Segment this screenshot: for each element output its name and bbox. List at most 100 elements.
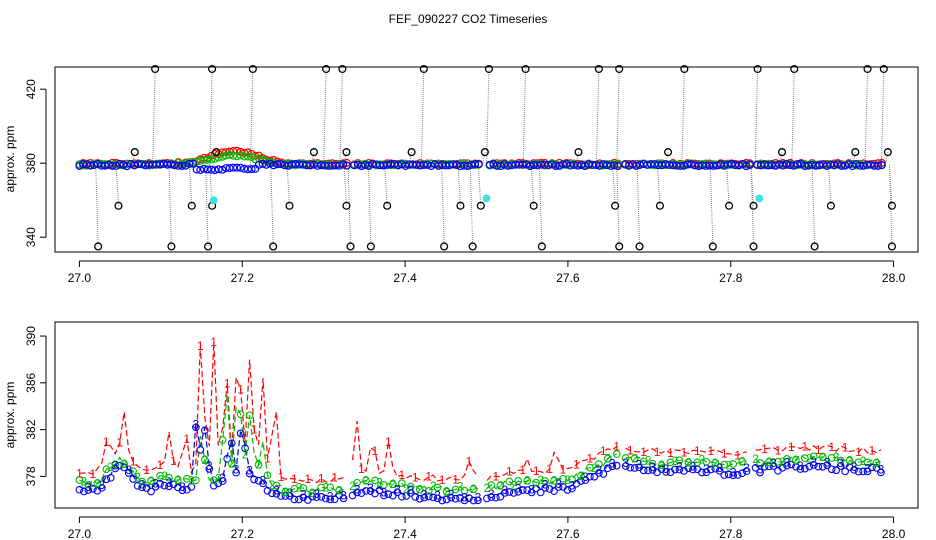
bottom-point (608, 462, 617, 471)
top-series-3-point (108, 161, 117, 170)
top-series-3-point (866, 160, 875, 169)
bottom-series-1-label: 1 (613, 439, 620, 453)
bottom-series-3-label: 3 (636, 457, 643, 471)
bottom-series-2-label: 2 (242, 448, 249, 462)
top-spike-connector (595, 68, 600, 166)
bottom-series-3-line (79, 424, 882, 499)
bottom-x-tick-label: 28.0 (882, 527, 906, 540)
bottom-point (832, 466, 841, 475)
bottom-point (406, 482, 415, 491)
bottom-series-2-label: 2 (537, 473, 544, 487)
bottom-point (505, 477, 514, 486)
bottom-point (339, 494, 348, 503)
top-x-tick-label: 27.4 (393, 271, 417, 285)
bottom-series-1-label: 1 (251, 422, 258, 436)
bottom-series-2-label: 2 (255, 458, 262, 472)
top-spike-connector (469, 165, 474, 247)
top-series-3-point (782, 160, 791, 169)
top-series-3-point (874, 161, 883, 170)
top-series-3-point (742, 162, 751, 171)
top-spike-point (322, 64, 331, 74)
bottom-point (729, 460, 738, 468)
bottom-point (281, 488, 290, 496)
top-spike-connector (367, 165, 372, 247)
top-series-3-point (485, 160, 494, 169)
top-series-3-point (130, 161, 139, 170)
top-spike-connector (522, 68, 527, 166)
bottom-series-2-label: 2 (215, 472, 222, 486)
bottom-point (783, 455, 791, 463)
top-cyan-point (482, 194, 491, 203)
bottom-series-3-label: 3 (622, 456, 629, 470)
top-series-2-point (196, 156, 205, 165)
bottom-point (814, 462, 823, 471)
bottom-point (796, 465, 805, 473)
bottom-series-3-label: 3 (206, 459, 213, 473)
bottom-series-2-label: 2 (363, 473, 370, 487)
bottom-point (809, 452, 818, 461)
bottom-point (487, 481, 496, 489)
top-spike-point (879, 64, 888, 74)
bottom-series-2-label: 2 (121, 457, 128, 471)
bottom-point (505, 488, 514, 496)
top-series-2-point (207, 155, 216, 164)
bottom-point (648, 459, 657, 468)
bottom-series-2-label: 2 (551, 474, 558, 488)
top-spike-point (863, 64, 872, 74)
top-series-2-point (269, 158, 278, 167)
bottom-point (863, 458, 872, 467)
bottom-point (209, 476, 218, 484)
bottom-series-1-label: 1 (385, 435, 392, 449)
bottom-point (397, 479, 406, 487)
bottom-point (738, 469, 746, 478)
top-spike-point (342, 201, 351, 210)
top-spike-connector (457, 165, 461, 206)
bottom-series-3-label: 3 (233, 463, 240, 477)
bottom-point (326, 495, 335, 504)
bottom-point (474, 496, 482, 505)
bottom-point (415, 494, 424, 503)
bottom-series-2-label: 2 (604, 452, 611, 466)
bottom-point (859, 467, 867, 476)
bottom-series-3-label: 3 (421, 488, 428, 502)
bottom-point (120, 460, 129, 468)
top-series-3-point (613, 162, 622, 171)
bottom-point (102, 475, 111, 484)
bottom-point (371, 476, 379, 485)
bottom-point (174, 476, 182, 484)
bottom-point (872, 464, 881, 472)
bottom-series-3-label: 3 (260, 473, 267, 487)
bottom-point (263, 486, 272, 495)
bottom-point (621, 454, 630, 462)
bottom-point (684, 458, 693, 467)
bottom-point (733, 471, 742, 479)
bottom-point (442, 495, 451, 504)
bottom-point (89, 485, 97, 493)
bottom-point (769, 462, 778, 470)
bottom-point (577, 477, 585, 485)
top-spike-point (615, 242, 624, 251)
bottom-point (465, 494, 473, 502)
top-series-3-point (679, 161, 688, 170)
top-spike-point (187, 201, 196, 210)
top-spike-connector (188, 165, 193, 206)
top-series-3-point (79, 160, 88, 169)
bottom-series-1-label: 1 (143, 463, 150, 477)
bottom-series-3-label: 3 (448, 488, 455, 502)
bottom-series-2-label: 2 (309, 486, 316, 500)
top-spike-connector (681, 68, 685, 166)
top-series-3-point (800, 162, 809, 171)
bottom-point (787, 460, 796, 469)
top-series-3-point (852, 160, 861, 169)
bottom-series-1-label: 1 (425, 470, 432, 484)
top-spike-point (338, 64, 347, 74)
bottom-series-3-label: 3 (273, 484, 280, 498)
bottom-series-2-label: 2 (591, 461, 598, 475)
top-spike-connector (754, 68, 759, 166)
top-series-3-point (709, 161, 718, 170)
top-spike-point (883, 148, 892, 157)
bottom-series-3-label: 3 (878, 462, 885, 476)
top-spike-point (456, 201, 465, 210)
bottom-series-1-label: 1 (170, 454, 177, 468)
bottom-point (187, 483, 196, 491)
